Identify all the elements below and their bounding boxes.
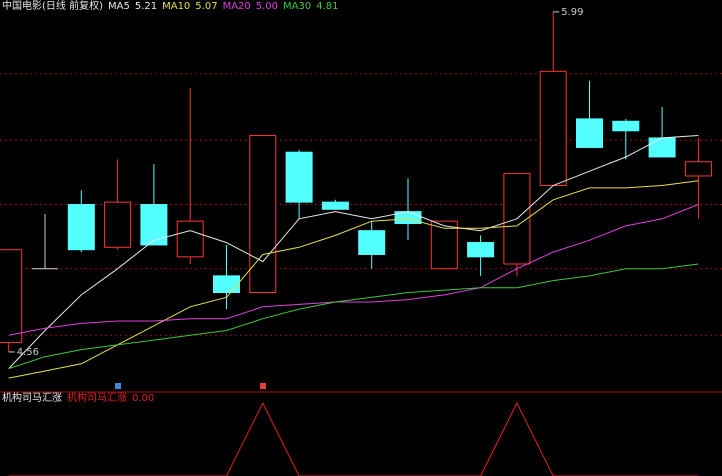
indicator-line [8,401,699,476]
legend-text: MA20 [223,1,251,12]
main-legend: 中国电影(日线 前复权) MA5 5.21 MA10 5.07 MA20 5.00 MA30 4… [2,0,339,12]
ma-line [8,180,699,379]
candle-body [684,161,712,177]
legend-text: 0.00 [132,393,154,404]
candle-body [0,249,23,343]
candle-body [321,201,349,210]
legend-text: MA30 [283,1,311,12]
legend-text: MA5 [108,1,130,12]
indicator-legend: 机构司马汇涨 机构司马汇涨 0.00 [2,391,154,404]
legend-text: 4.81 [316,1,338,12]
candle-body [467,242,495,258]
candle-body [104,201,132,248]
low-label: 4.56 [17,347,39,358]
signal-icon [260,383,266,389]
legend-text: 5.07 [195,1,217,12]
legend-text: 机构司马汇涨 [2,391,62,404]
high-label: 5.99 [561,7,583,18]
legend-text: 中国电影(日线 前复权) [2,0,103,12]
candle-body [140,204,168,246]
legend-text: 5.00 [256,1,278,12]
candle-body [576,118,603,148]
legend-text: 机构司马汇涨 [67,391,127,404]
ma-line [8,204,699,336]
candle-body [430,220,458,270]
ma-line [8,135,699,369]
candle-body [213,275,240,294]
candle-body [539,70,567,186]
candle-body [358,230,386,255]
ma-line [8,263,699,370]
candle-body [612,120,640,132]
legend-text: 5.21 [135,1,157,12]
candle-body [176,220,204,258]
candle-body [648,137,676,158]
candle-body [285,151,313,203]
candle-body [249,135,277,293]
legend-text: MA10 [162,1,190,12]
signal-icon [115,383,121,389]
candle-body [67,204,95,251]
